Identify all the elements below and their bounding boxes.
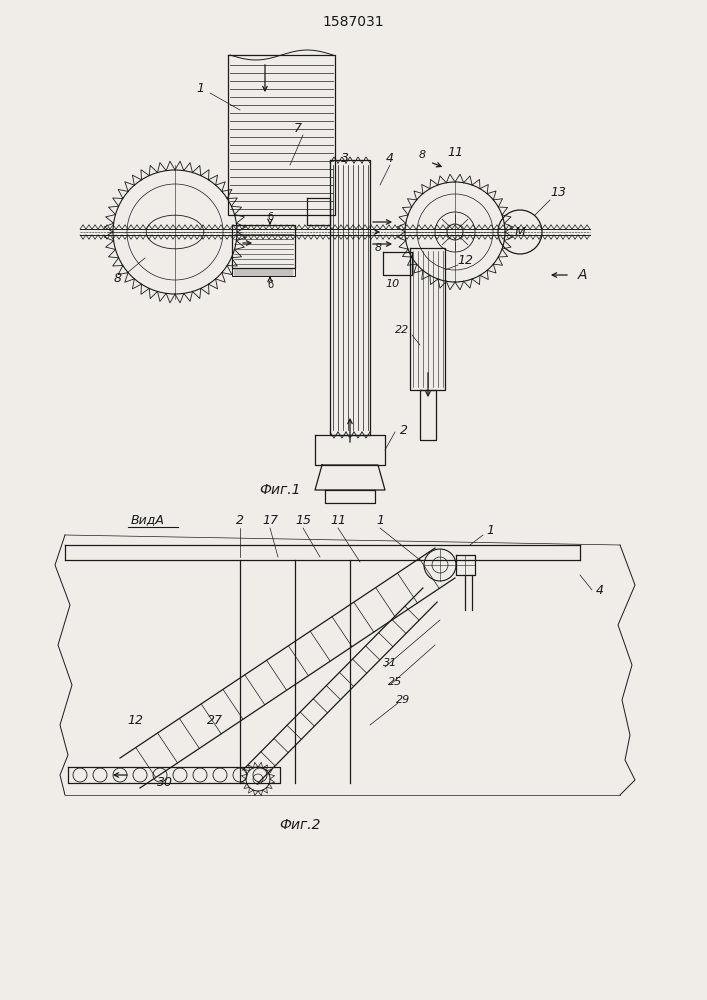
Text: 31: 31 [383, 658, 397, 668]
Text: 2: 2 [400, 424, 408, 436]
Text: 30: 30 [157, 776, 173, 790]
Text: б: б [267, 280, 273, 290]
Text: 12: 12 [127, 714, 143, 726]
Text: 22: 22 [395, 325, 409, 335]
Text: 7: 7 [294, 121, 302, 134]
Text: A: A [577, 268, 587, 282]
Text: 3: 3 [341, 151, 349, 164]
Text: 8: 8 [114, 271, 122, 284]
Text: 13: 13 [550, 186, 566, 200]
Text: 1: 1 [196, 82, 204, 95]
Text: 1587031: 1587031 [322, 15, 384, 29]
Text: 8: 8 [375, 243, 382, 253]
Text: 27: 27 [207, 714, 223, 726]
Text: 25: 25 [388, 677, 402, 687]
Text: 8: 8 [419, 150, 426, 160]
Text: ВидA: ВидA [131, 514, 165, 526]
Text: 10: 10 [385, 279, 399, 289]
Text: 15: 15 [295, 514, 311, 526]
Text: 17: 17 [262, 514, 278, 526]
Text: 4: 4 [386, 151, 394, 164]
Text: 11: 11 [447, 145, 463, 158]
Text: 2: 2 [236, 514, 244, 526]
Text: 1: 1 [376, 514, 384, 526]
Text: 11: 11 [330, 514, 346, 526]
Text: б: б [267, 212, 273, 222]
Text: 1: 1 [486, 524, 494, 536]
Text: 12: 12 [457, 253, 473, 266]
Text: 29: 29 [396, 695, 410, 705]
Text: M: M [515, 226, 525, 238]
Text: 4: 4 [596, 584, 604, 596]
Text: Фиг.2: Фиг.2 [279, 818, 321, 832]
Text: Фиг.1: Фиг.1 [259, 483, 300, 497]
